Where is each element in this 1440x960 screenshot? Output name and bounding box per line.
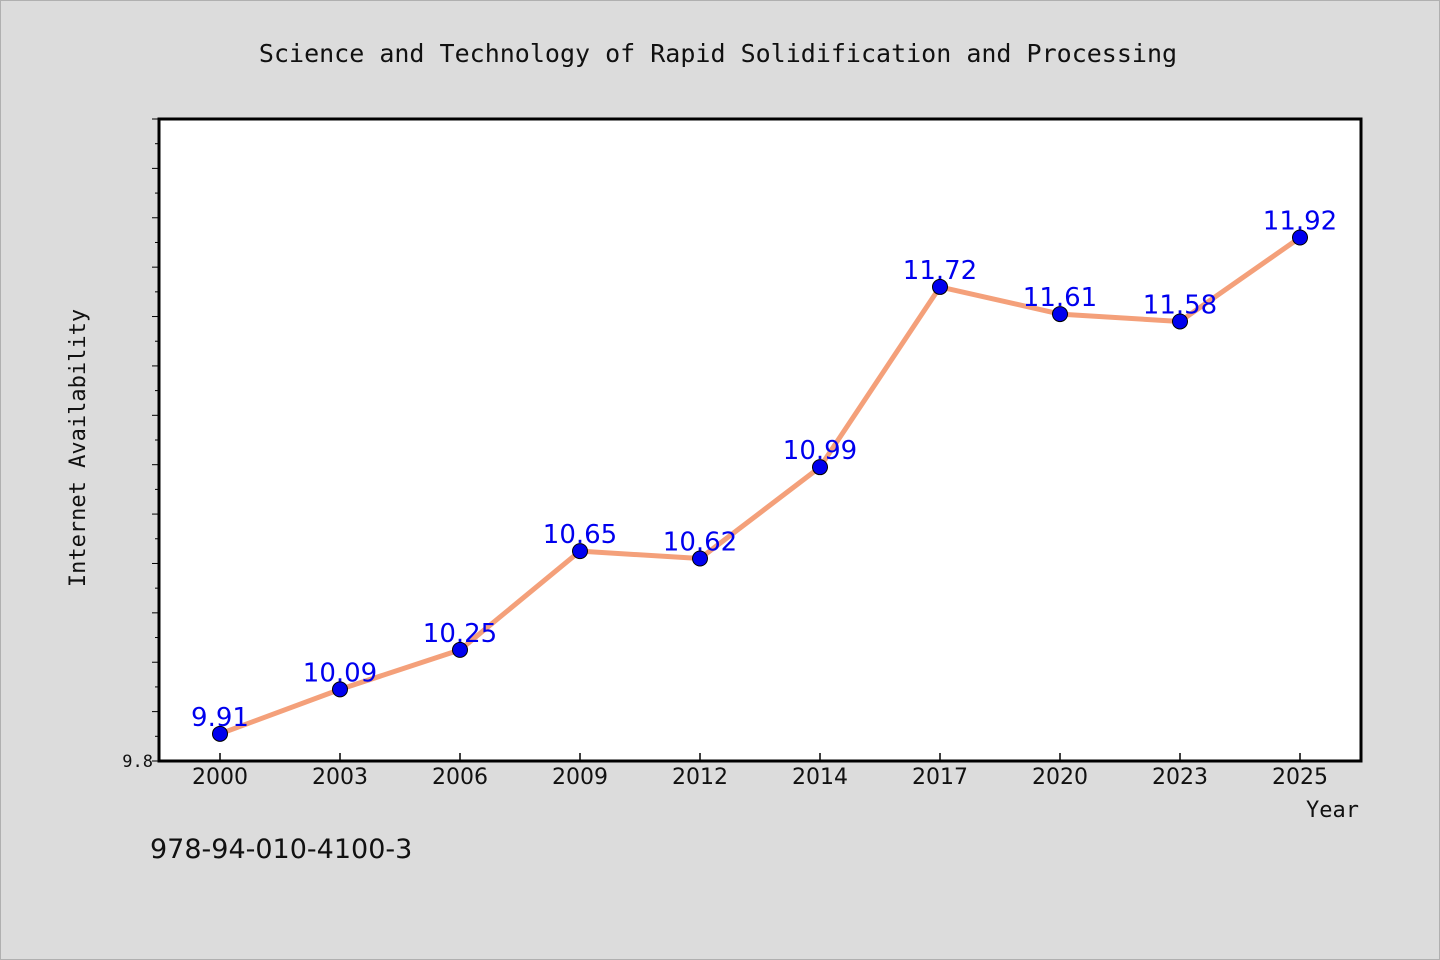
data-label: 11.72 bbox=[903, 256, 977, 286]
data-point bbox=[812, 459, 828, 476]
x-tick-label: 2012 bbox=[672, 765, 728, 790]
data-point bbox=[332, 681, 348, 698]
x-tick-label: 2000 bbox=[192, 765, 248, 790]
data-label: 11.92 bbox=[1263, 207, 1337, 237]
data-label: 10.99 bbox=[783, 436, 857, 466]
chart-title: Science and Technology of Rapid Solidifi… bbox=[259, 39, 1177, 68]
x-axis-label: Year bbox=[1306, 798, 1359, 823]
y-axis-ticks: 9.8 bbox=[122, 118, 159, 772]
x-tick-label: 2006 bbox=[432, 765, 488, 790]
x-tick-label: 2025 bbox=[1272, 765, 1328, 790]
data-label: 9.91 bbox=[191, 703, 249, 733]
data-point bbox=[1172, 313, 1188, 330]
data-point bbox=[1052, 306, 1068, 323]
x-tick-label: 2023 bbox=[1152, 765, 1208, 790]
x-tick-label: 2014 bbox=[792, 765, 848, 790]
data-label: 10.65 bbox=[543, 520, 617, 550]
y-tick-label: 9.8 bbox=[122, 752, 153, 772]
x-tick-label: 2017 bbox=[912, 765, 968, 790]
y-axis-label: Internet Availability bbox=[66, 309, 91, 587]
x-axis-ticks: 2000 2003 2006 2009 2012 2014 2017 2020 2023 2025 bbox=[192, 753, 1328, 790]
data-point bbox=[692, 550, 708, 567]
series-layer bbox=[217, 235, 1303, 737]
data-point bbox=[1292, 229, 1308, 246]
data-point bbox=[572, 543, 588, 560]
data-label: 10.62 bbox=[663, 528, 737, 558]
isbn-text: 978-94-010-4100-3 bbox=[150, 834, 413, 865]
series-line bbox=[217, 235, 1303, 737]
data-label: 11.58 bbox=[1143, 290, 1217, 320]
data-label: 10.09 bbox=[303, 658, 377, 688]
data-point bbox=[452, 641, 468, 658]
data-label: 11.61 bbox=[1023, 283, 1097, 313]
x-tick-label: 2009 bbox=[552, 765, 608, 790]
data-point bbox=[212, 725, 228, 742]
x-tick-label: 2003 bbox=[312, 765, 368, 790]
data-point bbox=[932, 278, 948, 295]
data-label: 10.25 bbox=[423, 619, 497, 649]
plot-area bbox=[157, 117, 1363, 763]
markers-layer bbox=[212, 229, 1308, 742]
x-tick-label: 2020 bbox=[1032, 765, 1088, 790]
data-labels-layer: 9.91 10.09 10.25 10.65 10.62 10.99 11.72 11.61 1… bbox=[191, 207, 1337, 733]
